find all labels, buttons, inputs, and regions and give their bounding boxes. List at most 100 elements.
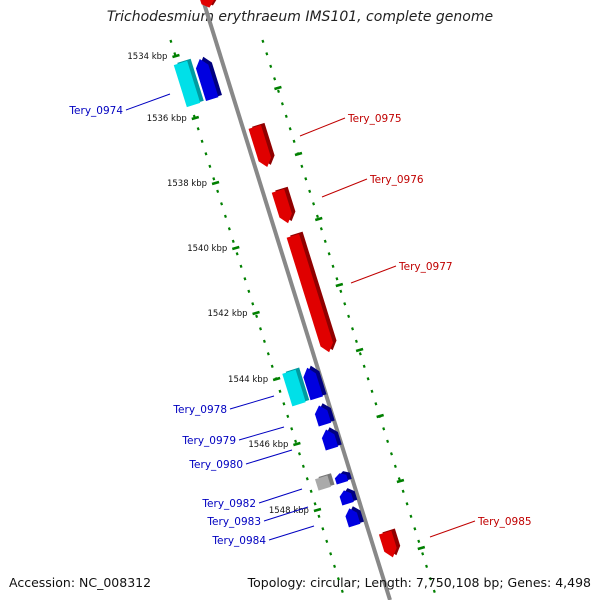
right-ruler-dot [374,402,378,406]
right-ruler-dot [280,102,284,106]
left-ruler-dot [251,302,255,306]
label-tery-0977[interactable]: Tery_0977 [398,261,453,273]
ruler-label: 1546 kbp [248,440,288,450]
label-tery-0982[interactable]: Tery_0982 [201,498,256,510]
gene-tery-0976[interactable] [271,186,298,225]
right-ruler-dot [386,439,390,443]
label-tery-0978-leader [229,395,275,410]
right-ruler-dot [315,214,319,218]
label-tery-0974-leader [125,93,171,111]
label-tery-0984-leader [268,525,315,541]
gene-glyphs [173,0,403,560]
right-ruler-dot [300,164,304,168]
left-ruler-dot [297,452,301,456]
right-ruler-dot [335,277,339,281]
gene-tery-0975[interactable] [248,122,277,169]
right-ruler-dot [343,302,347,306]
right-ruler-dot [323,239,327,243]
left-ruler-dot [270,364,274,368]
right-ruler-dot [405,502,409,506]
gene-tery-0980[interactable] [320,425,342,451]
gene-tery-0982[interactable] [315,473,335,491]
left-ruler-dot [239,264,243,268]
left-ruler-dot [169,39,173,43]
left-ruler-dot [282,402,286,406]
gene-red-top[interactable] [198,0,219,10]
label-tery-0978[interactable]: Tery_0978 [172,404,227,416]
right-ruler-dot [308,189,312,193]
left-ruler-dot [262,339,266,343]
label-tery-0977-leader [350,265,397,284]
gene-tery-0974[interactable] [193,55,222,101]
label-tery-0976-leader [321,178,368,198]
ruler-tick [293,441,301,447]
gene-tery-0977[interactable] [286,231,339,354]
right-ruler-dot [370,389,374,393]
right-ruler-dot [288,127,292,131]
right-ruler-dot [292,139,296,143]
ruler-label: 1544 kbp [228,375,268,385]
left-ruler-dot [173,52,177,56]
left-ruler-dot [200,139,204,143]
ruler-tick [191,115,200,121]
label-tery-0985[interactable]: Tery_0985 [477,516,532,528]
left-ruler-dot [212,177,216,181]
left-ruler-dot [309,489,313,493]
ruler-label: 1548 kbp [269,506,309,516]
left-ruler-dot [247,289,251,293]
left-ruler-dot [317,514,321,518]
genome-backbone [201,0,392,600]
left-ruler-dot [290,427,294,431]
ruler-dots [169,39,436,593]
gene-tery-0983[interactable] [338,486,358,506]
label-tery-0979[interactable]: Tery_0979 [181,435,236,447]
right-ruler-dot [319,227,323,231]
gene-tery-0985[interactable] [378,528,403,560]
left-ruler-dot [286,414,290,418]
right-ruler-dot [382,427,386,431]
ruler-tick [274,85,282,91]
right-ruler-dot [389,452,393,456]
ruler-tick [376,413,385,419]
ruler-label: 1536 kbp [147,114,187,124]
label-tery-0985-leader [429,520,476,538]
left-ruler-dot [294,439,298,443]
right-ruler-dot [269,64,273,68]
left-ruler-dot [340,589,344,593]
gene-cyan-2[interactable] [282,367,310,407]
ruler-tick [313,507,322,513]
gene-tery-0978[interactable] [301,364,327,401]
right-ruler-dot [432,589,436,593]
right-ruler-dot [393,464,397,468]
left-ruler-dot [220,202,224,206]
right-ruler-dot [413,527,417,531]
right-ruler-dot [366,377,370,381]
ruler-tick [172,53,180,59]
label-tery-0980[interactable]: Tery_0980 [188,459,243,471]
left-ruler-dot [216,189,220,193]
ruler-tick [314,216,323,222]
right-ruler-dot [425,564,429,568]
gene-small-blue[interactable] [333,469,352,485]
left-ruler-dot [313,502,317,506]
right-ruler-dot [354,339,358,343]
label-tery-0979-leader [238,426,285,441]
label-tery-0974[interactable]: Tery_0974 [68,105,123,117]
right-ruler-dot [351,327,355,331]
gene-tery-0984[interactable] [343,504,364,528]
left-ruler-dot [223,214,227,218]
left-ruler-dot [305,477,309,481]
ruler-label: 1534 kbp [127,52,167,62]
label-tery-0984[interactable]: Tery_0984 [211,535,266,547]
gene-tery-0979[interactable] [313,401,335,427]
right-ruler-dot [397,477,401,481]
label-tery-0980-leader [245,449,293,465]
label-tery-0975[interactable]: Tery_0975 [347,113,402,125]
label-tery-0976[interactable]: Tery_0976 [369,174,424,186]
left-ruler-dot [266,352,270,356]
gene-cyan-1[interactable] [173,58,204,108]
ruler-tick [417,545,426,551]
label-tery-0983[interactable]: Tery_0983 [206,516,261,528]
right-ruler-dot [277,89,280,93]
